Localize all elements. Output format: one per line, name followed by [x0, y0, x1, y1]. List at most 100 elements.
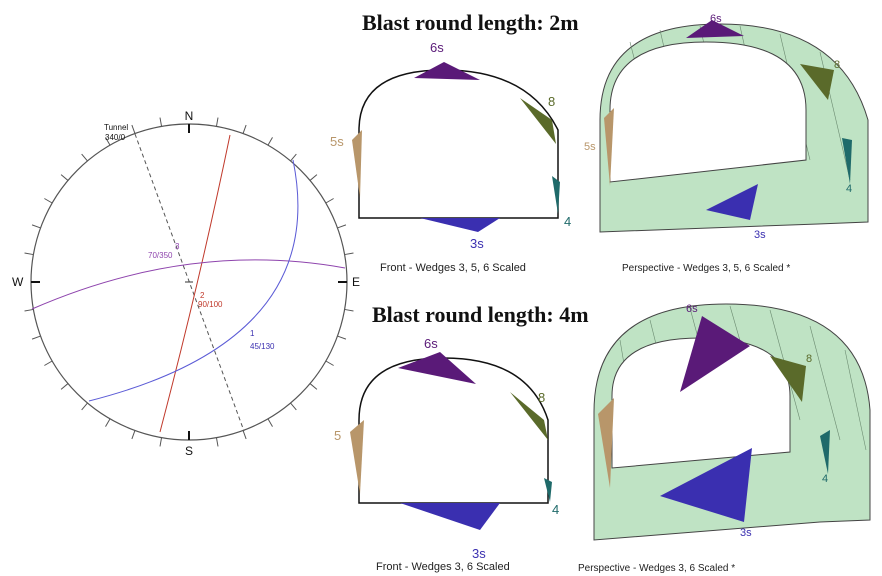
- wedge-6: [686, 20, 744, 38]
- label-8: 8: [538, 390, 545, 405]
- stereonet-tick: [344, 308, 354, 312]
- stereonet-tick: [242, 124, 247, 134]
- west-label: W: [12, 275, 24, 289]
- stereonet-tick: [24, 252, 34, 256]
- stereonet-tick: [325, 198, 334, 204]
- label-3s: 3s: [740, 527, 752, 539]
- wedge-8: [520, 98, 556, 144]
- stereonet-tick: [131, 430, 136, 440]
- label-5s: 5s: [330, 134, 344, 149]
- joint-set-2-trace: [159, 134, 231, 433]
- caption-front-4m: Front - Wedges 3, 6 Scaled: [376, 561, 510, 573]
- stereonet-tick: [242, 430, 247, 440]
- joint-set-1-trace: [88, 159, 299, 402]
- stereonet-tick: [309, 174, 318, 181]
- caption-front-2m: Front - Wedges 3, 5, 6 Scaled: [380, 262, 526, 274]
- label-6s: 6s: [424, 336, 438, 351]
- joint-set-3-trace: [31, 259, 346, 310]
- wedge-5: [604, 108, 614, 186]
- stereonet-tick: [337, 335, 347, 340]
- wedge-3: [400, 503, 500, 530]
- label-4: 4: [822, 473, 828, 485]
- stereonet-tick: [81, 153, 88, 162]
- wedge-5: [598, 398, 614, 488]
- label-6s: 6s: [430, 40, 444, 55]
- label-3s: 3s: [472, 546, 486, 561]
- tunnel-opening: [611, 337, 791, 469]
- wedge-3: [660, 448, 752, 522]
- tunnel-label: Tunnel: [104, 123, 128, 132]
- east-label: E: [352, 275, 360, 289]
- tunnel-axis: [134, 133, 245, 432]
- label-6s: 6s: [686, 303, 698, 315]
- joint-set-2-orientation: 90/100: [198, 300, 223, 309]
- stereonet-tick: [290, 153, 297, 162]
- tunnel-hatching: [629, 25, 851, 181]
- wedge-4: [552, 176, 560, 214]
- label-6s: 6s: [710, 13, 722, 25]
- north-label: N: [185, 109, 194, 123]
- stereonet-tick: [344, 252, 354, 256]
- tunnel-hatching: [619, 305, 867, 461]
- wedge-8: [800, 64, 834, 100]
- south-label: S: [185, 444, 193, 458]
- tunnel-front-profile: [358, 69, 559, 219]
- wedge-5: [352, 130, 362, 198]
- stereonet-circle: [30, 123, 348, 441]
- label-5s: 5s: [584, 141, 596, 153]
- wedge-8: [770, 356, 806, 402]
- stereonet-tick: [44, 198, 53, 204]
- stereonet-tick: [267, 137, 273, 146]
- stereonet-tick: [337, 224, 347, 229]
- stereonet-tick: [24, 308, 34, 312]
- wedge-8: [510, 392, 548, 440]
- label-4: 4: [552, 502, 559, 517]
- wedge-5: [350, 420, 364, 494]
- stereonet-tick: [131, 124, 136, 134]
- wedge-6: [414, 62, 480, 80]
- wedge-4: [820, 430, 830, 474]
- wedge-4: [544, 478, 552, 502]
- wedge-3: [706, 184, 758, 220]
- heading-4m: Blast round length: 4m: [372, 302, 589, 327]
- stereonet-tick: [325, 360, 334, 366]
- joint-set-2-id: 2: [200, 291, 205, 300]
- joint-set-3-id: 3: [175, 242, 180, 251]
- tunnel-perspective: [593, 303, 871, 541]
- stereonet-tick: [105, 418, 111, 427]
- stereonet-tick: [60, 383, 69, 390]
- wedge-4: [842, 138, 852, 184]
- stereonet-tick: [44, 360, 53, 366]
- wedge-6: [680, 316, 750, 392]
- label-3s: 3s: [470, 236, 484, 251]
- stereonet-tick: [290, 402, 297, 411]
- label-8: 8: [834, 59, 840, 71]
- tunnel-opening: [609, 41, 807, 183]
- stereonet-tick: [215, 437, 219, 447]
- wedge-6: [398, 352, 476, 384]
- stereonet-tick: [81, 402, 88, 411]
- joint-set-3-orientation: 70/350: [148, 251, 173, 260]
- wedge-3: [420, 218, 500, 232]
- stereonet-tick: [159, 117, 163, 127]
- stereonet-tick: [215, 117, 219, 127]
- label-4: 4: [846, 183, 852, 195]
- label-4: 4: [564, 214, 571, 229]
- stereonet-tick: [267, 418, 273, 427]
- stereonet-tick: [309, 383, 318, 390]
- stereonet-tick: [105, 137, 111, 146]
- stereonet-tick: [31, 335, 41, 340]
- joint-set-1-orientation: 45/130: [250, 342, 275, 351]
- label-3s: 3s: [754, 229, 766, 241]
- heading-2m: Blast round length: 2m: [362, 10, 579, 35]
- stereonet-ticks: [24, 117, 354, 447]
- label-5: 5: [334, 428, 341, 443]
- caption-perspective-4m: Perspective - Wedges 3, 6 Scaled *: [578, 563, 735, 574]
- caption-perspective-2m: Perspective - Wedges 3, 5, 6 Scaled *: [622, 263, 790, 274]
- label-8: 8: [548, 94, 555, 109]
